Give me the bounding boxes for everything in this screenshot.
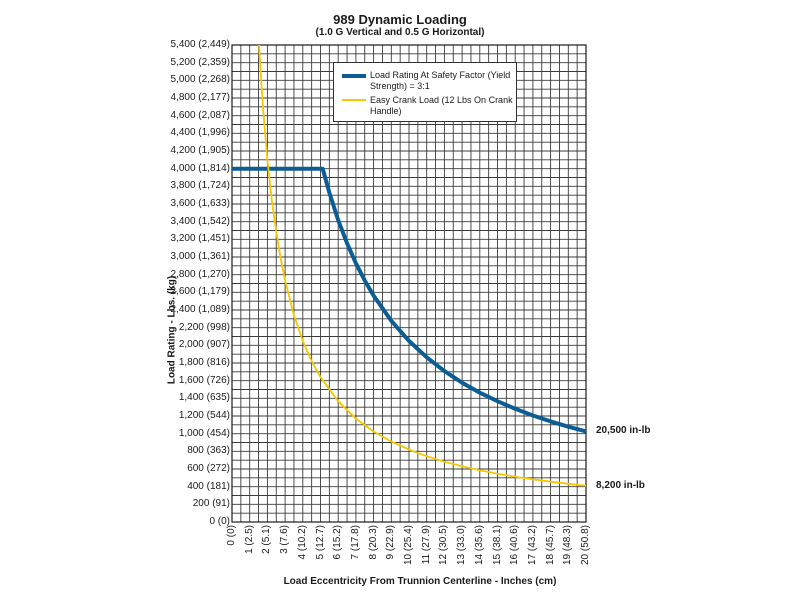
y-tick-label: 4,800 (2,177) xyxy=(170,92,231,103)
x-tick-label: 8 (20.3) xyxy=(367,525,379,560)
y-tick-label: 4,600 (2,087) xyxy=(170,109,231,121)
x-tick-label: 15 (38.1) xyxy=(491,525,503,566)
y-tick-label: 4,200 (1,905) xyxy=(170,145,231,156)
chart-title: 989 Dynamic Loading xyxy=(333,12,467,27)
y-tick-label: 400 (181) xyxy=(187,480,230,492)
x-tick-label: 10 (25.4) xyxy=(403,525,414,566)
y-tick-label: 4,400 (1,996) xyxy=(170,127,231,139)
x-tick-label: 3 (7.6) xyxy=(279,525,291,554)
x-tick-label: 16 (40.6) xyxy=(509,525,521,566)
x-tick-label: 13 (33.0) xyxy=(456,525,468,566)
y-tick-label: 1,800 (816) xyxy=(178,357,230,368)
x-tick-label: 12 (30.5) xyxy=(438,525,450,566)
x-axis-label: Load Eccentricity From Trunnion Centerli… xyxy=(283,576,557,587)
y-tick-label: 0 (0) xyxy=(209,516,230,527)
y-tick-label: 600 (272) xyxy=(187,463,230,474)
x-tick-label: 2 (5.1) xyxy=(261,525,273,554)
crank-load-end-label: 8,200 in-lb xyxy=(596,479,645,491)
legend: Load Rating At Safety Factor (Yield Stre… xyxy=(333,62,517,122)
y-tick-label: 2,400 (1,089) xyxy=(170,304,231,315)
plot-frame xyxy=(231,44,587,523)
x-tick-label: 0 (0) xyxy=(226,525,237,546)
y-tick-label: 3,400 (1,542) xyxy=(170,215,231,227)
series-line-load-rating xyxy=(232,166,586,434)
y-tick-label: 5,000 (2,268) xyxy=(170,74,231,86)
x-tick-label: 9 (22.9) xyxy=(385,525,397,560)
series-line-crank-load xyxy=(258,45,586,487)
legend-label-crank-load: Easy Crank Load (12 Lbs On Crank Handle) xyxy=(370,95,513,116)
y-tick-label: 5,400 (2,449) xyxy=(170,39,231,50)
chart-subtitle: (1.0 G Vertical and 0.5 G Horizontal) xyxy=(315,27,485,38)
legend-swatch-crank-load xyxy=(342,99,366,101)
y-tick-label: 3,800 (1,724) xyxy=(170,180,231,192)
x-tick-label: 1 (2.5) xyxy=(243,525,255,554)
y-tick-label: 2,800 (1,270) xyxy=(170,268,231,280)
load-rating-end-label: 20,500 in-lb xyxy=(596,425,651,437)
y-tick-label: 1,200 (544) xyxy=(178,410,230,421)
y-tick-label: 2,600 (1,179) xyxy=(170,286,231,298)
x-tick-label: 11 (27.9) xyxy=(420,525,432,565)
x-tick-label: 7 (17.8) xyxy=(349,525,361,560)
legend-swatch-load-rating xyxy=(342,74,366,78)
y-tick-label: 2,000 (907) xyxy=(178,339,230,351)
plot-area xyxy=(231,44,587,523)
x-tick-label: 17 (43.2) xyxy=(526,525,538,566)
x-tick-label: 18 (45.7) xyxy=(544,525,556,566)
x-tick-label: 6 (15.2) xyxy=(332,525,344,560)
y-tick-label: 200 (91) xyxy=(192,498,230,510)
x-tick-label: 4 (10.2) xyxy=(296,525,308,560)
y-tick-label: 5,200 (2,359) xyxy=(170,56,231,68)
y-tick-label: 3,600 (1,633) xyxy=(170,198,231,209)
x-tick-label: 19 (48.3) xyxy=(562,525,574,566)
legend-label-load-rating: Load Rating At Safety Factor (Yield Stre… xyxy=(370,70,511,91)
y-tick-label: 800 (363) xyxy=(187,445,230,457)
x-tick-label: 14 (35.6) xyxy=(473,525,485,566)
y-tick-label: 3,000 (1,361) xyxy=(170,251,231,262)
x-tick-label: 5 (12.7) xyxy=(314,525,326,560)
y-tick-label: 3,200 (1,451) xyxy=(170,233,231,245)
y-tick-label: 1,000 (454) xyxy=(178,427,230,439)
y-tick-label: 1,600 (726) xyxy=(178,374,230,386)
y-tick-label: 2,200 (998) xyxy=(178,321,230,333)
y-tick-label: 4,000 (1,814) xyxy=(170,162,231,174)
y-axis-label: Load Rating - Lbs. (kg) xyxy=(166,275,178,385)
x-tick-label: 20 (50.8) xyxy=(580,525,591,566)
y-tick-label: 1,400 (635) xyxy=(178,392,230,404)
